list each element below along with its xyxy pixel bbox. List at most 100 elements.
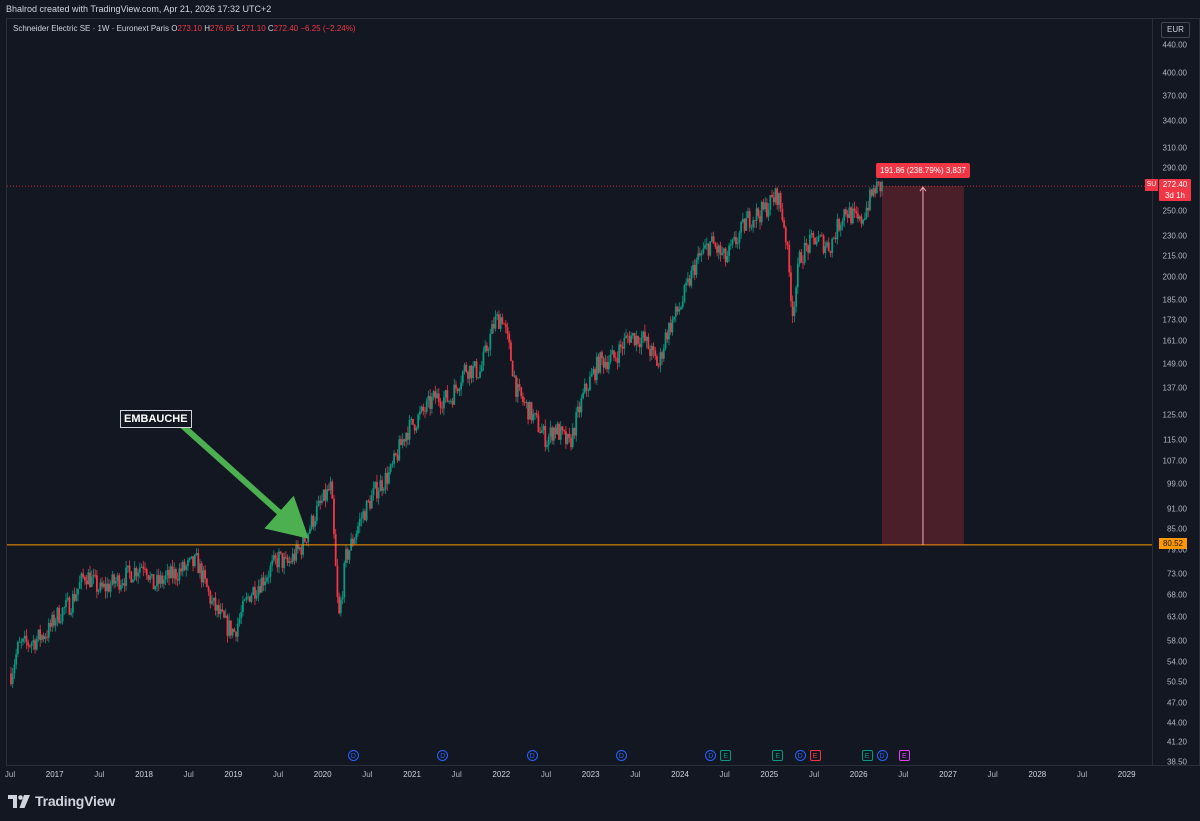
candle-body	[769, 195, 772, 210]
candle-body	[740, 222, 743, 233]
candle-body	[252, 587, 255, 596]
candle-body	[357, 526, 359, 534]
time-axis[interactable]: Jul 2017 Jul 2018 Jul 2019 Jul 2020 Jul 2021 Jul 20…	[5, 766, 1153, 782]
candle-body	[23, 635, 26, 639]
candle-body	[551, 427, 554, 441]
candle-body	[467, 371, 469, 379]
event-marker-D[interactable]: D	[526, 750, 538, 761]
price-scale[interactable]: 440.00400.00370.00340.00310.00290.00270.…	[1153, 18, 1200, 767]
event-marker-ER[interactable]: E	[809, 750, 821, 761]
candle-body	[321, 500, 323, 503]
candle-body	[53, 614, 55, 626]
candle-body	[631, 333, 634, 336]
candle-body	[477, 377, 480, 379]
candle-body	[711, 236, 713, 242]
candle-body	[857, 213, 859, 219]
candle-body	[714, 243, 717, 247]
event-marker-D[interactable]: D	[615, 750, 627, 761]
tradingview-logo[interactable]: TradingView	[8, 793, 115, 809]
candle-body	[102, 583, 105, 587]
candle-body	[511, 360, 514, 377]
candle-body	[149, 575, 152, 580]
candle-body	[211, 600, 213, 604]
measure-label[interactable]: 191.86 (238.79%) 3,837	[876, 163, 970, 179]
candle-body	[559, 426, 562, 440]
candle-body	[128, 565, 131, 572]
candle-body	[250, 595, 253, 602]
price-tick-label: 290.00	[1162, 163, 1187, 173]
candle-body	[453, 384, 456, 405]
time-tick-label: Jul	[183, 770, 194, 779]
candle-body	[138, 567, 141, 573]
candle-body	[436, 393, 438, 399]
candle-body	[94, 574, 97, 576]
price-tick-label: 370.00	[1162, 91, 1187, 101]
candle-body	[185, 565, 188, 570]
candle-body	[339, 599, 342, 614]
embauche-text-box[interactable]: EMBAUCHE	[120, 410, 192, 428]
currency-button[interactable]: EUR	[1161, 22, 1190, 38]
candle-body	[214, 597, 217, 611]
candle-body	[150, 574, 153, 576]
candle-body	[173, 569, 176, 579]
event-marker-D[interactable]: D	[437, 750, 449, 761]
candle-body	[37, 629, 40, 639]
candle-body	[525, 402, 528, 403]
price-tick-label: 250.00	[1162, 206, 1187, 216]
candle-body	[140, 566, 143, 568]
candle-body	[408, 419, 411, 440]
candle-body	[815, 241, 818, 245]
candle-body	[846, 214, 849, 218]
candle-body	[800, 252, 803, 263]
candle-body	[759, 215, 761, 223]
candle-body	[406, 433, 409, 440]
candle-body	[132, 579, 134, 583]
event-marker-EP[interactable]: E	[898, 750, 910, 761]
candle-body	[829, 251, 832, 253]
chart-pane[interactable]: Schneider Electric SE · 1W · Euronext Pa…	[6, 18, 1153, 766]
candle-body	[841, 220, 844, 226]
candle-body	[798, 252, 801, 264]
candle-body	[386, 472, 389, 484]
candle-body	[126, 565, 129, 568]
candle-body	[518, 384, 521, 388]
candle-body	[578, 406, 581, 413]
candle-body	[271, 560, 274, 566]
candle-body	[568, 433, 571, 438]
event-marker-D[interactable]: D	[876, 750, 888, 761]
candle-body	[362, 511, 365, 519]
candle-body	[491, 323, 493, 334]
candle-body	[680, 307, 682, 310]
candle-body	[460, 382, 463, 390]
candle-body	[461, 371, 464, 383]
candle-body	[683, 285, 686, 302]
candle-body	[341, 597, 344, 600]
candle-body	[351, 538, 354, 544]
candle-body	[807, 245, 810, 253]
candle-body	[618, 344, 621, 363]
event-marker-D[interactable]: D	[705, 750, 717, 761]
candle-body	[195, 553, 198, 555]
candle-body	[644, 331, 646, 341]
candle-body	[771, 195, 773, 198]
high-value: 276.65	[210, 24, 235, 33]
candle-body	[295, 544, 298, 561]
event-marker-E[interactable]: E	[720, 750, 732, 761]
event-marker-E[interactable]: E	[772, 750, 784, 761]
high-label: H	[204, 24, 211, 33]
candle-body	[439, 401, 442, 408]
candle-body	[370, 495, 373, 509]
candle-body	[635, 335, 638, 346]
candle-body	[765, 202, 768, 217]
candle-body	[793, 306, 796, 316]
event-marker-D[interactable]: D	[794, 750, 806, 761]
candle-body	[485, 345, 488, 351]
candle-body	[22, 638, 24, 642]
event-marker-D[interactable]: D	[347, 750, 359, 761]
candle-body	[187, 560, 189, 566]
candle-body	[95, 575, 98, 592]
event-marker-E[interactable]: E	[861, 750, 873, 761]
chart-canvas[interactable]	[7, 19, 1153, 766]
candle-body	[566, 433, 569, 444]
candle-body	[309, 528, 311, 534]
